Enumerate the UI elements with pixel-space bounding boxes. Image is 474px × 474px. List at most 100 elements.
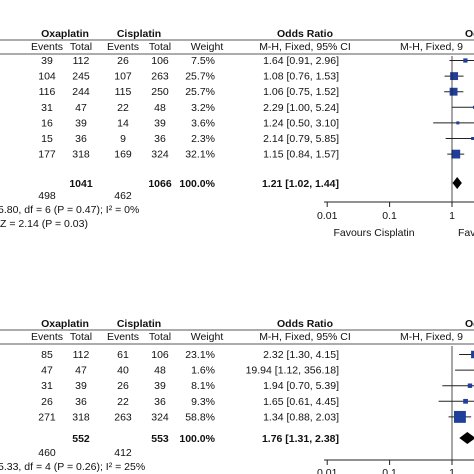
events-header-group1: Events [31,41,63,53]
total-weight: 100.0% [179,433,215,445]
total-group1-cell: 39 [75,380,87,392]
favours-right-label: Fav [458,227,474,239]
events-group1-cell: 116 [39,86,56,98]
heterogeneity-stats: 5.33, df = 4 (P = 0.26); I² = 25% [0,461,145,473]
group1-header: Oxaplatin [41,318,89,330]
events-group2-cell: 107 [114,71,132,83]
weight-cell: 1.6% [191,365,215,377]
odds-ratio-ci-cell: 19.94 [1.12, 356.18] [246,365,339,377]
odds-ratio-method-header: M-H, Fixed, 95% CI [259,41,351,53]
events-group1-cell: 15 [41,133,53,145]
events-group2-cell: 40 [117,365,129,377]
total-events-group1: 498 [38,190,56,202]
weight-cell: 25.7% [185,71,215,83]
odds-ratio-ci-cell: 1.94 [0.70, 5.39] [263,380,339,392]
odds-ratio-ci-cell: 2.32 [1.30, 4.15] [263,349,339,361]
total-group1-cell: 47 [75,102,87,114]
events-group2-cell: 61 [117,349,129,361]
total-header-group2: Total [149,41,171,53]
events-group2-cell: 22 [117,396,129,408]
point-estimate-square [453,410,466,423]
point-estimate-square [467,383,473,388]
total-group2-cell: 39 [154,117,166,129]
total-events-group2: 462 [114,190,132,202]
total-group1-sum: 1041 [69,178,93,190]
events-group1-cell: 16 [41,117,53,129]
overall-effect-test: Z = 2.14 (P = 0.03) [0,218,88,230]
events-header-group2: Events [107,331,139,343]
group2-header: Cisplatin [117,318,161,330]
odds-ratio-ci-cell: 1.08 [0.76, 1.53] [263,71,339,83]
events-group2-cell: 115 [115,86,132,98]
total-group1-cell: 244 [72,86,90,98]
odds-ratio-header: Odds Ratio [277,28,333,40]
events-group1-cell: 104 [38,71,56,83]
events-group2-cell: 9 [120,133,126,145]
events-group1-cell: 177 [38,149,56,161]
total-odds-ratio-ci: 1.76 [1.31, 2.38] [262,433,339,445]
x-tick-label: 0.01 [317,467,338,474]
point-estimate-square [463,398,468,404]
total-group2-cell: 36 [154,133,166,145]
favours-left-label: Favours Cisplatin [333,227,414,239]
events-group2-cell: 26 [117,55,129,67]
weight-cell: 23.1% [185,349,215,361]
x-tick-label: 0.1 [382,210,397,222]
odds-ratio-method-header: M-H, Fixed, 95% CI [259,331,351,343]
events-group2-cell: 14 [117,117,129,129]
total-group2-cell: 48 [154,365,166,377]
x-tick-label: 1 [449,467,455,474]
total-group2-cell: 39 [154,380,166,392]
total-group1-cell: 112 [73,55,90,67]
point-estimate-square [471,350,474,359]
group2-header: Cisplatin [117,28,161,40]
total-group2-cell: 36 [154,396,166,408]
total-group1-cell: 36 [75,133,87,145]
point-estimate-square [472,105,474,109]
events-group2-cell: 26 [117,380,129,392]
events-group1-cell: 39 [41,55,53,67]
events-group2-cell: 22 [117,102,129,114]
total-events-group1: 460 [38,447,56,459]
point-estimate-square [463,58,468,63]
total-group2-sum: 553 [151,433,169,445]
total-group1-cell: 112 [73,349,90,361]
odds-ratio-ci-cell: 1.15 [0.84, 1.57] [263,149,339,161]
plot-method-header: M-H, Fixed, 9 [400,41,463,53]
events-group1-cell: 31 [41,102,53,114]
pooled-estimate-diamond [459,432,474,444]
odds-ratio-ci-cell: 2.29 [1.00, 5.24] [263,102,339,114]
plot-method-header: M-H, Fixed, 9 [400,331,463,343]
weight-cell: 3.2% [191,102,215,114]
weight-header: Weight [191,331,224,343]
weight-cell: 8.1% [191,380,215,392]
odds-ratio-ci-cell: 1.24 [0.50, 3.10] [263,117,339,129]
total-weight: 100.0% [179,178,215,190]
weight-cell: 3.6% [191,117,215,129]
x-tick-label: 0.1 [382,467,397,474]
total-header-group1: Total [70,331,92,343]
plot-odds-ratio-header: Odds Ratio [465,28,474,40]
odds-ratio-header: Odds Ratio [277,318,333,330]
total-group2-sum: 1066 [148,178,172,190]
total-group1-cell: 47 [75,365,87,377]
events-group1-cell: 26 [41,396,53,408]
odds-ratio-ci-cell: 1.06 [0.75, 1.52] [263,86,339,98]
total-group1-cell: 318 [72,411,90,423]
point-estimate-square [451,149,461,159]
total-group2-cell: 106 [151,55,169,67]
events-group2-cell: 263 [114,411,132,423]
total-header-group2: Total [149,331,171,343]
odds-ratio-ci-cell: 1.34 [0.88, 2.03] [263,411,339,423]
group1-header: Oxaplatin [41,28,89,40]
weight-cell: 2.3% [191,133,215,145]
total-group2-cell: 263 [151,71,169,83]
weight-cell: 25.7% [185,86,215,98]
events-group1-cell: 31 [41,380,53,392]
events-group1-cell: 47 [41,365,53,377]
total-group2-cell: 324 [151,149,169,161]
total-group1-cell: 318 [72,149,90,161]
weight-cell: 58.8% [185,411,215,423]
